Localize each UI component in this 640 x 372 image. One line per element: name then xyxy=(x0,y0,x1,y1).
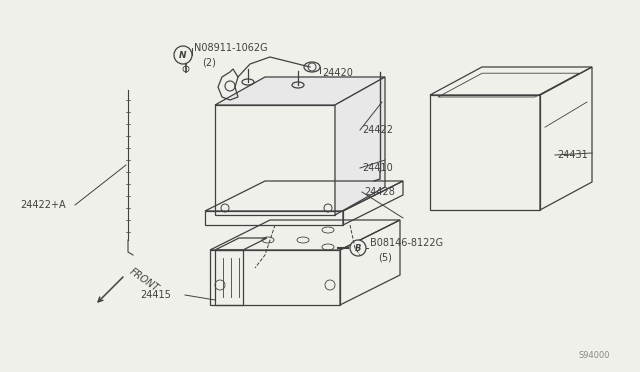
Text: B: B xyxy=(355,244,361,253)
Text: S94000: S94000 xyxy=(579,351,610,360)
Text: B08146-8122G: B08146-8122G xyxy=(370,238,443,248)
Polygon shape xyxy=(335,77,385,215)
Text: 24431: 24431 xyxy=(557,150,588,160)
Circle shape xyxy=(350,240,366,256)
Text: (2): (2) xyxy=(202,57,216,67)
Text: 24415: 24415 xyxy=(140,290,171,300)
Text: (5): (5) xyxy=(378,253,392,263)
Text: N08911-1062G: N08911-1062G xyxy=(194,43,268,53)
Text: 24410: 24410 xyxy=(362,163,393,173)
Text: 24428: 24428 xyxy=(364,187,395,197)
Text: 24422: 24422 xyxy=(362,125,393,135)
Circle shape xyxy=(174,46,192,64)
Text: 24420: 24420 xyxy=(322,68,353,78)
Text: N: N xyxy=(179,51,187,60)
Text: FRONT: FRONT xyxy=(128,266,161,294)
Text: 24422+A: 24422+A xyxy=(20,200,66,210)
Polygon shape xyxy=(215,77,385,105)
